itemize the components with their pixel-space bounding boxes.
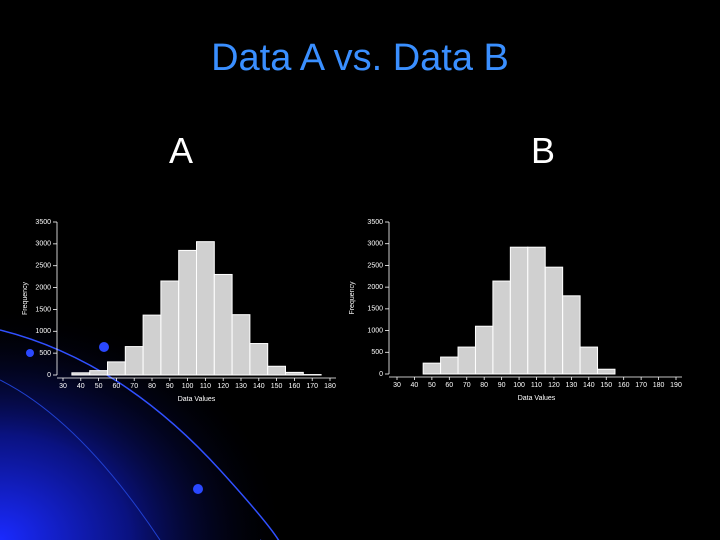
slide-title: Data A vs. Data B [211,37,509,79]
y-tick-label: 3000 [367,241,383,248]
decor-dot [99,342,109,352]
x-tick-label: 50 [95,383,103,390]
bar [231,314,251,376]
x-tick-label: 40 [77,383,85,390]
bar [474,325,494,375]
x-tick-label: 160 [618,382,630,389]
y-axis-label: Frequency [349,281,356,315]
bar [178,249,197,376]
x-tick-label: 40 [411,382,419,389]
bar [267,365,287,376]
x-tick-label: 90 [166,383,174,390]
bar [142,314,162,376]
x-axis-label: Data Values [518,395,556,402]
bar [124,346,144,376]
x-tick-label: 190 [670,382,682,389]
bar [597,368,616,375]
x-tick-label: 70 [463,382,471,389]
decor-dot [26,349,34,357]
bar [509,246,529,375]
x-tick-label: 130 [235,383,247,390]
x-tick-label: 80 [480,382,488,389]
x-axis-label: Data Values [178,396,216,403]
y-tick-label: 1000 [367,327,383,334]
x-tick-label: 90 [498,382,506,389]
panel-label: B [531,130,555,171]
x-tick-label: 180 [653,382,665,389]
x-tick-label: 80 [148,383,156,390]
x-tick-label: 110 [531,382,542,389]
bar [249,343,269,376]
y-tick-label: 0 [379,371,383,378]
x-tick-label: 160 [289,383,301,390]
x-tick-label: 150 [600,382,612,389]
x-tick-label: 100 [513,382,525,389]
x-tick-label: 120 [548,382,560,389]
y-tick-label: 2000 [367,284,383,291]
panel-label: A [169,130,193,171]
bar [107,361,126,376]
y-tick-label: 1500 [367,306,383,313]
y-tick-label: 3500 [367,219,383,226]
x-tick-label: 150 [271,383,283,390]
x-tick-label: 140 [583,382,595,389]
bar [196,241,215,376]
y-tick-label: 500 [371,349,383,356]
x-tick-label: 140 [253,383,265,390]
bar [89,370,108,376]
bar [422,362,442,375]
x-tick-label: 50 [428,382,436,389]
bar [562,295,581,375]
bar [285,371,304,376]
bar [440,356,459,375]
bar [457,346,476,375]
y-tick-label: 2000 [35,284,51,291]
x-tick-label: 60 [445,382,453,389]
x-tick-label: 30 [393,382,401,389]
decor-arc [0,329,280,540]
decor-dot [193,484,203,494]
y-tick-label: 3000 [35,241,51,248]
x-tick-label: 30 [59,383,67,390]
bar [71,372,91,376]
x-tick-label: 120 [217,383,229,390]
y-tick-label: 2500 [35,263,51,270]
bar [527,246,546,375]
y-tick-label: 500 [39,350,51,357]
x-tick-label: 110 [200,383,211,390]
bar [579,346,599,375]
y-tick-label: 0 [47,372,51,379]
y-axis-label: Frequency [22,281,29,315]
x-tick-label: 130 [566,382,578,389]
x-tick-label: 100 [182,383,194,390]
bar [492,280,511,375]
decor-arc [0,379,161,540]
y-tick-label: 1500 [35,306,51,313]
x-tick-label: 170 [635,382,647,389]
y-tick-label: 1000 [35,328,51,335]
y-tick-label: 2500 [367,262,383,269]
bar [160,280,180,376]
x-tick-label: 60 [113,383,121,390]
x-tick-label: 180 [324,383,336,390]
y-tick-label: 3500 [35,219,51,226]
bar [544,266,564,375]
x-tick-label: 70 [130,383,138,390]
x-tick-label: 170 [306,383,318,390]
bar [213,273,233,376]
